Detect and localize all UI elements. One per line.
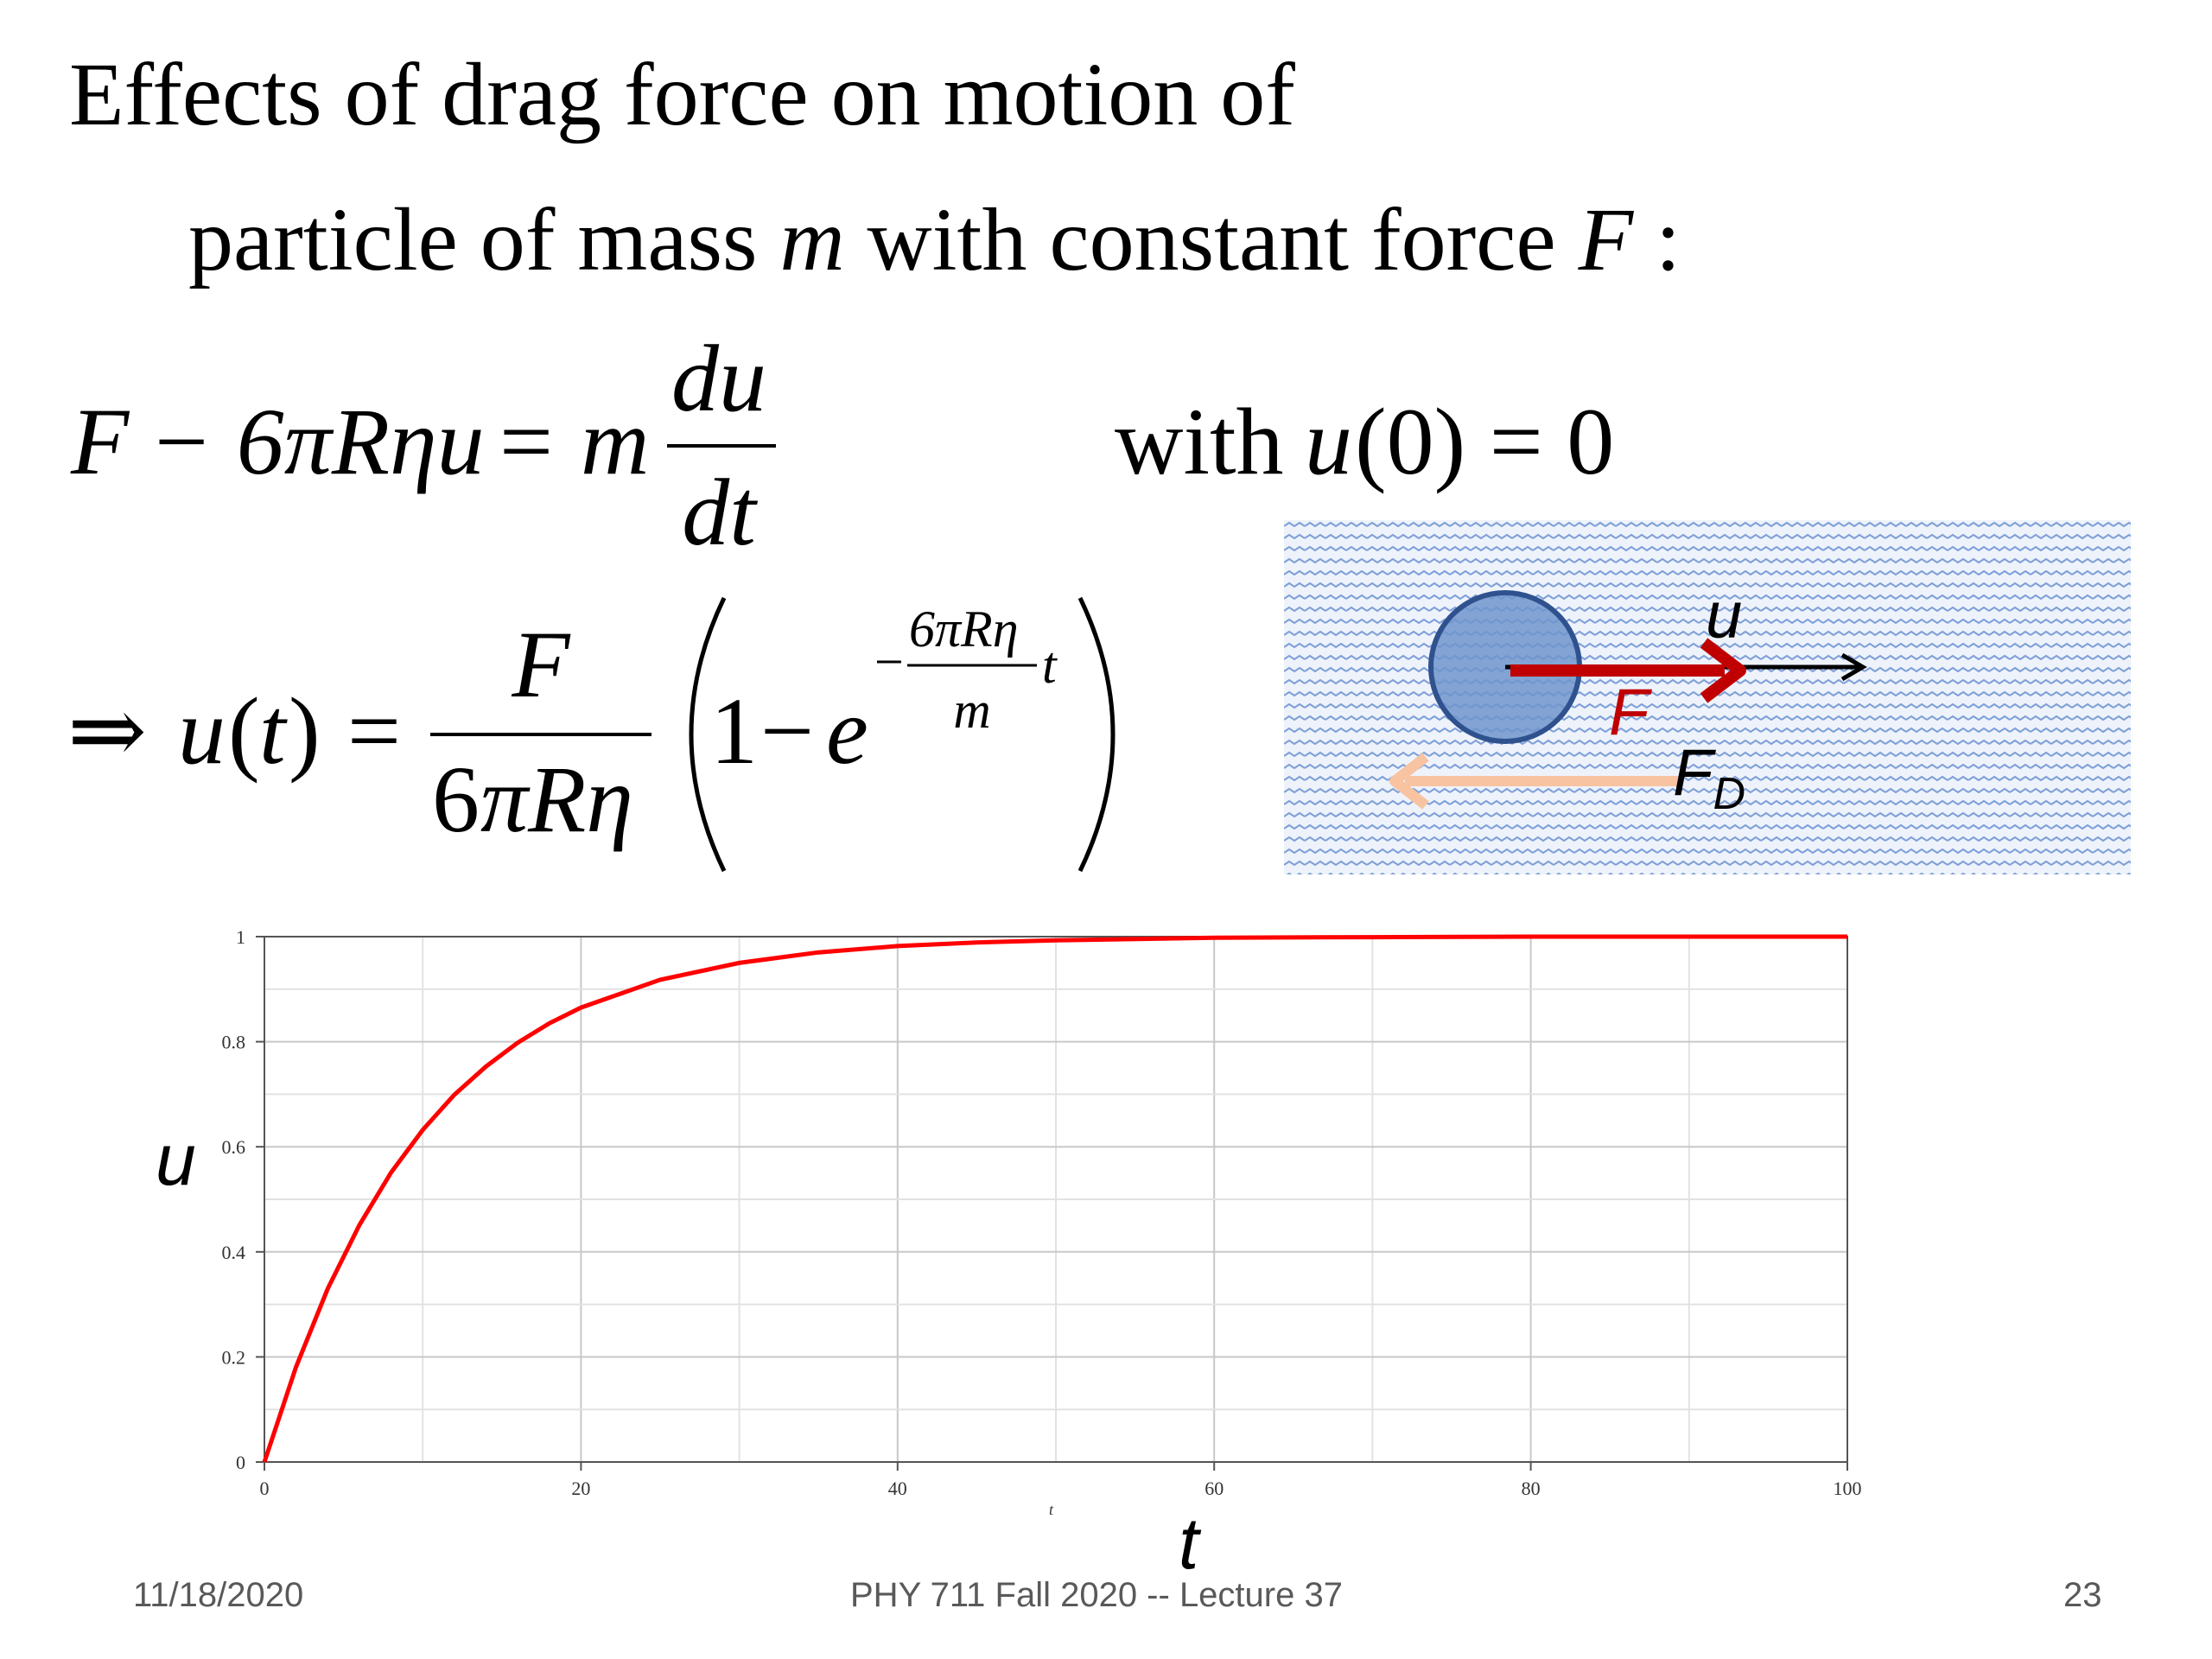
x-tick-label: 0	[260, 1478, 270, 1499]
plot-ticks: 0 20 40 60 80 100 0 0.2 0.4 0.6 0.8 1	[222, 926, 1862, 1499]
plot-series-line	[262, 934, 1847, 1463]
y-tick-label: 0	[236, 1452, 245, 1473]
slide-title-line-2: particle of mass m with constant force F…	[188, 195, 1681, 285]
eq1-F: F	[70, 389, 130, 494]
eq2-minus: −	[760, 678, 814, 784]
eq2-one: 1	[710, 678, 758, 784]
equations: F − 6πRηu = m du dt with u (0) = 0 ⇒ u (…	[67, 326, 1614, 873]
solution-equation: ⇒ u ( t ) = F 6 πRη 1 − e − 6πRη m t	[67, 596, 1116, 873]
drag-force-label: FD	[1673, 736, 1745, 819]
title-mass-symbol: m	[779, 190, 845, 289]
eq2-paren-close: )	[289, 678, 321, 784]
plot-xlabel: t	[1179, 1503, 1199, 1584]
force-arrowhead	[1700, 638, 1746, 703]
eq2-equals: =	[347, 678, 401, 784]
eq2-big-paren-left	[689, 596, 727, 873]
title-text: :	[1633, 190, 1681, 289]
eq2-den-six: 6	[432, 747, 480, 852]
y-tick-label: 1	[236, 926, 245, 948]
y-tick-label: 0.4	[222, 1242, 246, 1263]
x-tick-label: 80	[1522, 1478, 1541, 1499]
eq1-cond-rest: (0) = 0	[1355, 389, 1614, 494]
fluid-diagram: u F FD	[1284, 520, 2131, 874]
plot-frame	[264, 936, 1848, 1463]
eq1-drag-term: − 6πRηu	[149, 389, 485, 494]
eq1-denominator: dt	[682, 460, 758, 565]
y-tick-label: 0.8	[222, 1032, 246, 1053]
velocity-arrowhead	[1840, 652, 1867, 682]
eq1-equals: =	[499, 389, 553, 494]
eq1-numerator: du	[671, 326, 766, 431]
footer-page-number: 23	[2063, 1576, 2102, 1614]
eq2-implies-arrow: ⇒	[67, 678, 147, 784]
eq2-big-paren-right	[1077, 596, 1116, 873]
eq2-e: e	[826, 678, 868, 784]
plot-ylabel: u	[156, 1119, 196, 1200]
eq2-u: u	[178, 678, 226, 784]
eq2-exp-numerator: 6πRη	[909, 601, 1018, 658]
slide-title-line-1: Effects of drag force on motion of	[69, 45, 1295, 144]
velocity-label: u	[1706, 579, 1742, 652]
title-force-symbol: F	[1578, 190, 1634, 289]
title-text: with constant force	[844, 190, 1579, 289]
y-tick-label: 0.2	[222, 1346, 246, 1368]
eq2-paren-open: (	[228, 678, 260, 784]
drag-force-label-sub: D	[1713, 769, 1745, 819]
plot-xlabel-small: t	[1049, 1501, 1054, 1518]
eq2-den-rest: πRη	[480, 747, 633, 852]
footer-date: 11/18/2020	[133, 1576, 304, 1614]
force-label: F	[1609, 676, 1652, 749]
eq2-exponent: − 6πRη m t	[874, 601, 1058, 739]
y-tick-label: 0.6	[222, 1136, 246, 1158]
eq1-cond-u: u	[1305, 389, 1352, 494]
footer-course: PHY 711 Fall 2020 -- Lecture 37	[850, 1576, 1343, 1614]
velocity-plot: 0 20 40 60 80 100 0 0.2 0.4 0.6 0.8 1	[222, 926, 1862, 1499]
eq2-exp-minus: −	[874, 633, 904, 690]
eq1-m: m	[581, 389, 649, 494]
x-tick-label: 40	[888, 1478, 907, 1499]
eq2-exp-denominator: m	[953, 682, 990, 739]
eq1-with: with	[1115, 389, 1284, 494]
eq2-exp-t: t	[1042, 637, 1058, 694]
x-tick-label: 20	[571, 1478, 590, 1499]
drag-force-arrowhead	[1389, 753, 1429, 810]
x-tick-label: 60	[1205, 1478, 1224, 1499]
eq2-numerator: F	[511, 612, 571, 717]
plot-grid	[264, 936, 1848, 1463]
eq2-t: t	[259, 678, 288, 784]
equation-of-motion: F − 6πRηu = m du dt with u (0) = 0	[70, 326, 1614, 565]
drag-force-label-F: F	[1673, 736, 1716, 810]
title-text: particle of mass	[188, 190, 780, 289]
x-tick-label: 100	[1834, 1478, 1862, 1499]
